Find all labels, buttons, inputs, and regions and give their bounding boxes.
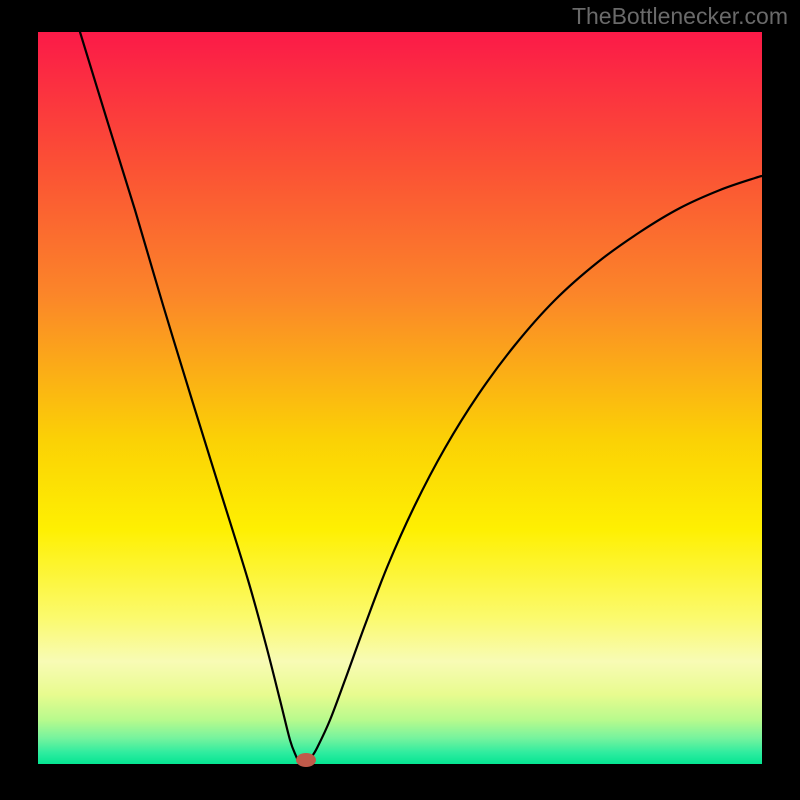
plot-background xyxy=(38,32,762,764)
chart-root: TheBottlenecker.com xyxy=(0,0,800,800)
chart-svg xyxy=(0,0,800,800)
optimal-point-marker xyxy=(296,753,316,767)
watermark-text: TheBottlenecker.com xyxy=(572,3,788,30)
